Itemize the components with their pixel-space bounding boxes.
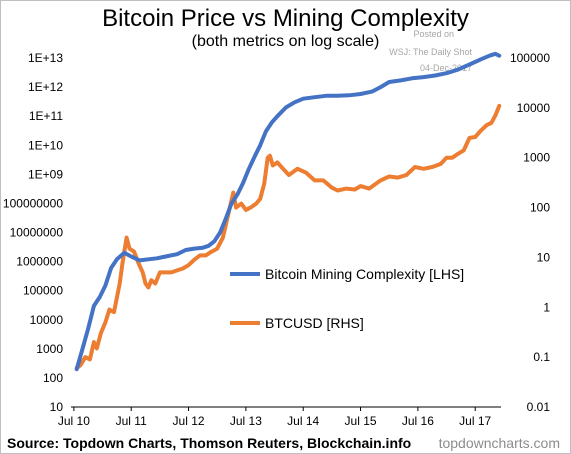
legend-btcusd-label: BTCUSD [RHS] (265, 315, 364, 331)
y-left-tick-label: 10000 (30, 313, 64, 327)
chart-subtitle: (both metrics on log scale) (191, 33, 380, 50)
y-right-tick-label: 0.01 (527, 400, 551, 414)
wsj-label: WSJ: The Daily Shot (389, 47, 472, 57)
y-right-tick-label: 100 (530, 201, 550, 215)
y-left-tick-label: 1E+09 (28, 167, 63, 181)
y-left-tick-label: 100 (43, 371, 63, 385)
y-left-tick-label: 100000 (23, 284, 63, 298)
series-btcusd-line (74, 103, 502, 371)
posted-on-label: Posted on (413, 29, 454, 39)
x-tick-label: Jul 11 (116, 414, 147, 428)
y-right-tick-label: 0.1 (533, 350, 550, 364)
y-right-tick-label: 1000 (523, 151, 550, 165)
y-left-tick-label: 1000 (36, 342, 63, 356)
y-left-tick-label: 1E+10 (28, 138, 63, 152)
legend: Bitcoin Mining Complexity [LHS] BTCUSD [R… (230, 266, 464, 331)
y-left-tick-label: 10000000 (10, 226, 64, 240)
x-tick-label: Jul 16 (402, 414, 434, 428)
source-note: Source: Topdown Charts, Thomson Reuters,… (7, 435, 412, 451)
x-tick-label: Jul 14 (287, 414, 319, 428)
y-left-tick-label: 100000000 (3, 196, 63, 210)
axes: Jul 10 Jul 11 Jul 12 Jul 13 Jul 14 Jul 15 Jul … (3, 51, 550, 428)
y-right-tick-label: 100000 (510, 51, 550, 65)
y-left-tick-label: 1000000 (16, 255, 63, 269)
series-lines (74, 51, 502, 372)
series-mining-complexity-line (74, 51, 502, 372)
y-left-tick-label: 1E+12 (28, 80, 63, 94)
y-left-tick-label: 1E+13 (28, 51, 63, 65)
x-tick-label: Jul 13 (230, 414, 262, 428)
y-left-tick-label: 1E+11 (29, 109, 63, 123)
x-tick-label: Jul 17 (459, 414, 491, 428)
y-right-tick-label: 10000 (517, 101, 551, 115)
y-right-tick-label: 10 (537, 250, 551, 264)
x-tick-label: Jul 12 (173, 414, 205, 428)
x-tick-label: Jul 10 (58, 414, 90, 428)
legend-mining-complexity-label: Bitcoin Mining Complexity [LHS] (265, 266, 464, 282)
y-right-tick-label: 1 (543, 300, 550, 314)
site-watermark: topdowncharts.com (438, 435, 560, 451)
chart-title: Bitcoin Price vs Mining Complexity (102, 5, 469, 32)
x-tick-label: Jul 15 (345, 414, 377, 428)
y-left-tick-label: 10 (50, 400, 64, 414)
post-date: 04-Dec-2017 (419, 63, 472, 73)
